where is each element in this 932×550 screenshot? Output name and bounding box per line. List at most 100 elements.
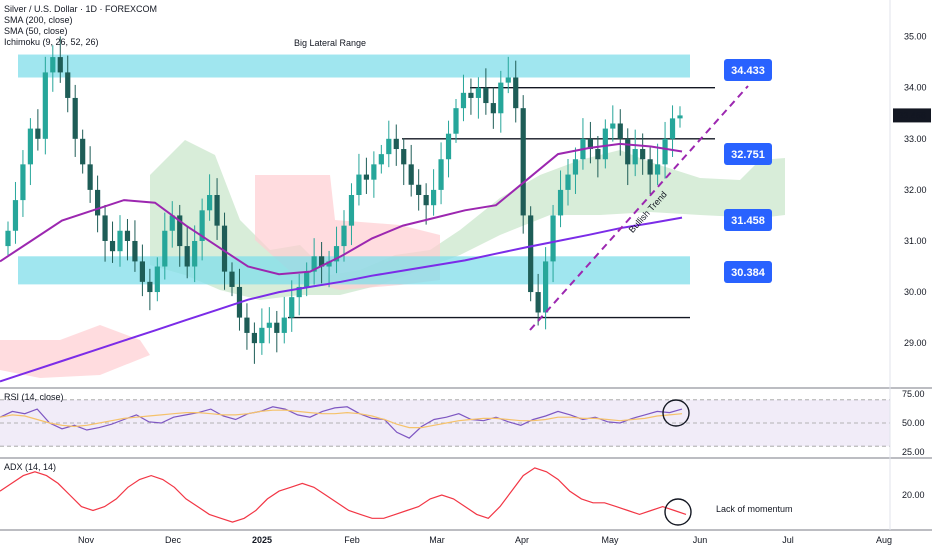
symbol-title[interactable]: Silver / U.S. Dollar · 1D · FOREXCOM [4,4,158,14]
price-tick-0: 29.00 [904,338,927,348]
rsi-ma-line [0,409,683,429]
candle-body-25 [192,240,198,267]
candle-body-67 [505,77,511,83]
last-price-label: 33.458 [898,110,926,120]
candle-body-60 [453,108,459,134]
candle-body-1 [12,200,19,231]
sma50-legend[interactable]: SMA (50, close) [4,26,68,36]
time-tick-Mar: Mar [429,535,445,545]
time-tick-Feb: Feb [344,535,360,545]
candle-body-55 [416,184,422,195]
rsi-tick-1: 50.00 [902,418,925,428]
rsi-pane[interactable] [0,399,890,447]
candle-body-51 [386,138,392,155]
price-tag-2: 31.458 [731,215,765,227]
candle-body-74 [557,189,564,216]
candle-body-26 [199,210,205,241]
candle-body-63 [475,87,481,98]
candle-body-64 [483,87,489,104]
price-tick-6: 35.00 [904,32,927,42]
candle-body-42 [319,256,325,267]
candle-body-76 [572,159,579,175]
candle-body-8 [65,72,71,98]
price-tick-4: 33.00 [904,134,927,144]
candle-body-47 [356,174,362,195]
candle-body-73 [550,215,556,262]
candle-body-43 [326,261,332,267]
candle-body-33 [251,332,257,344]
price-tick-1: 30.00 [904,287,927,297]
candle-body-49 [371,164,377,180]
time-tick-Jul: Jul [782,535,794,545]
rsi-line [0,406,683,439]
candle-body-89 [669,118,676,139]
price-tick-3: 32.00 [904,185,927,195]
rsi-tick-2: 75.00 [902,389,925,399]
candle-body-79 [595,149,601,160]
candle-body-19 [147,281,153,293]
candle-body-65 [490,103,496,114]
candle-body-80 [602,128,608,160]
candle-body-13 [102,215,108,241]
adx-line [0,467,687,523]
time-tick-Jun: Jun [693,535,708,545]
candle-body-81 [610,123,616,129]
candle-body-46 [348,195,355,226]
candle-body-34 [259,327,265,344]
adx-legend[interactable]: ADX (14, 14) [4,462,57,472]
candle-body-39 [296,286,302,298]
rsi-highlight-circle [662,399,690,427]
price-tag-box-2 [724,209,772,231]
candle-body-35 [266,322,272,328]
candle-body-71 [535,292,541,313]
candle-body-2 [20,164,26,201]
candle-body-56 [423,195,429,206]
sma200-line [0,216,683,383]
candle-body-5 [42,72,48,139]
sma200-legend[interactable]: SMA (200, close) [4,15,73,25]
candle-body-18 [139,261,145,282]
price-legend[interactable]: Silver / U.S. Dollar · 1D · FOREXCOM SMA… [4,4,157,48]
price-tick-5: 34.00 [904,83,927,93]
candle-body-16 [124,230,131,241]
candle-body-15 [117,230,123,252]
candle-body-7 [57,57,63,73]
candle-body-3 [27,128,33,165]
adx-pane[interactable]: Lack of momentum [0,467,793,526]
candle-body-48 [363,174,369,180]
candle-body-24 [184,246,190,267]
price-tag-box-0 [724,59,772,81]
adx-tick-0: 20.00 [902,490,925,500]
rsi-tick-0: 25.00 [902,447,925,457]
candle-body-38 [289,297,295,318]
candle-body-88 [662,138,668,165]
candle-body-78 [587,138,593,150]
ichimoku-legend[interactable]: Ichimoku (9, 26, 52, 26) [4,37,99,47]
candle-body-54 [408,164,414,185]
candle-body-10 [80,138,86,165]
price-tick-2: 31.00 [904,236,927,246]
candle-body-83 [625,138,631,165]
time-tick-Apr: Apr [515,535,529,545]
range-title: Big Lateral Range [294,38,366,48]
candle-body-4 [35,128,41,139]
adx-highlight-circle [664,498,692,526]
candle-body-14 [109,240,116,252]
price-tag-1: 32.751 [731,149,765,161]
candle-body-85 [640,149,646,160]
candle-body-69 [520,108,526,216]
momentum-note: Lack of momentum [716,504,793,514]
candle-body-86 [647,159,653,175]
candle-body-22 [169,215,175,231]
last-price-box [893,108,931,123]
time-tick-2025: 2025 [252,535,272,545]
price-tag-0: 34.433 [731,65,765,77]
candle-body-70 [528,215,534,293]
rsi-legend[interactable]: RSI (14, close) [4,392,64,402]
candle-body-68 [513,77,519,109]
candle-body-45 [341,225,347,247]
candle-body-58 [438,159,444,190]
candle-body-28 [214,195,220,226]
